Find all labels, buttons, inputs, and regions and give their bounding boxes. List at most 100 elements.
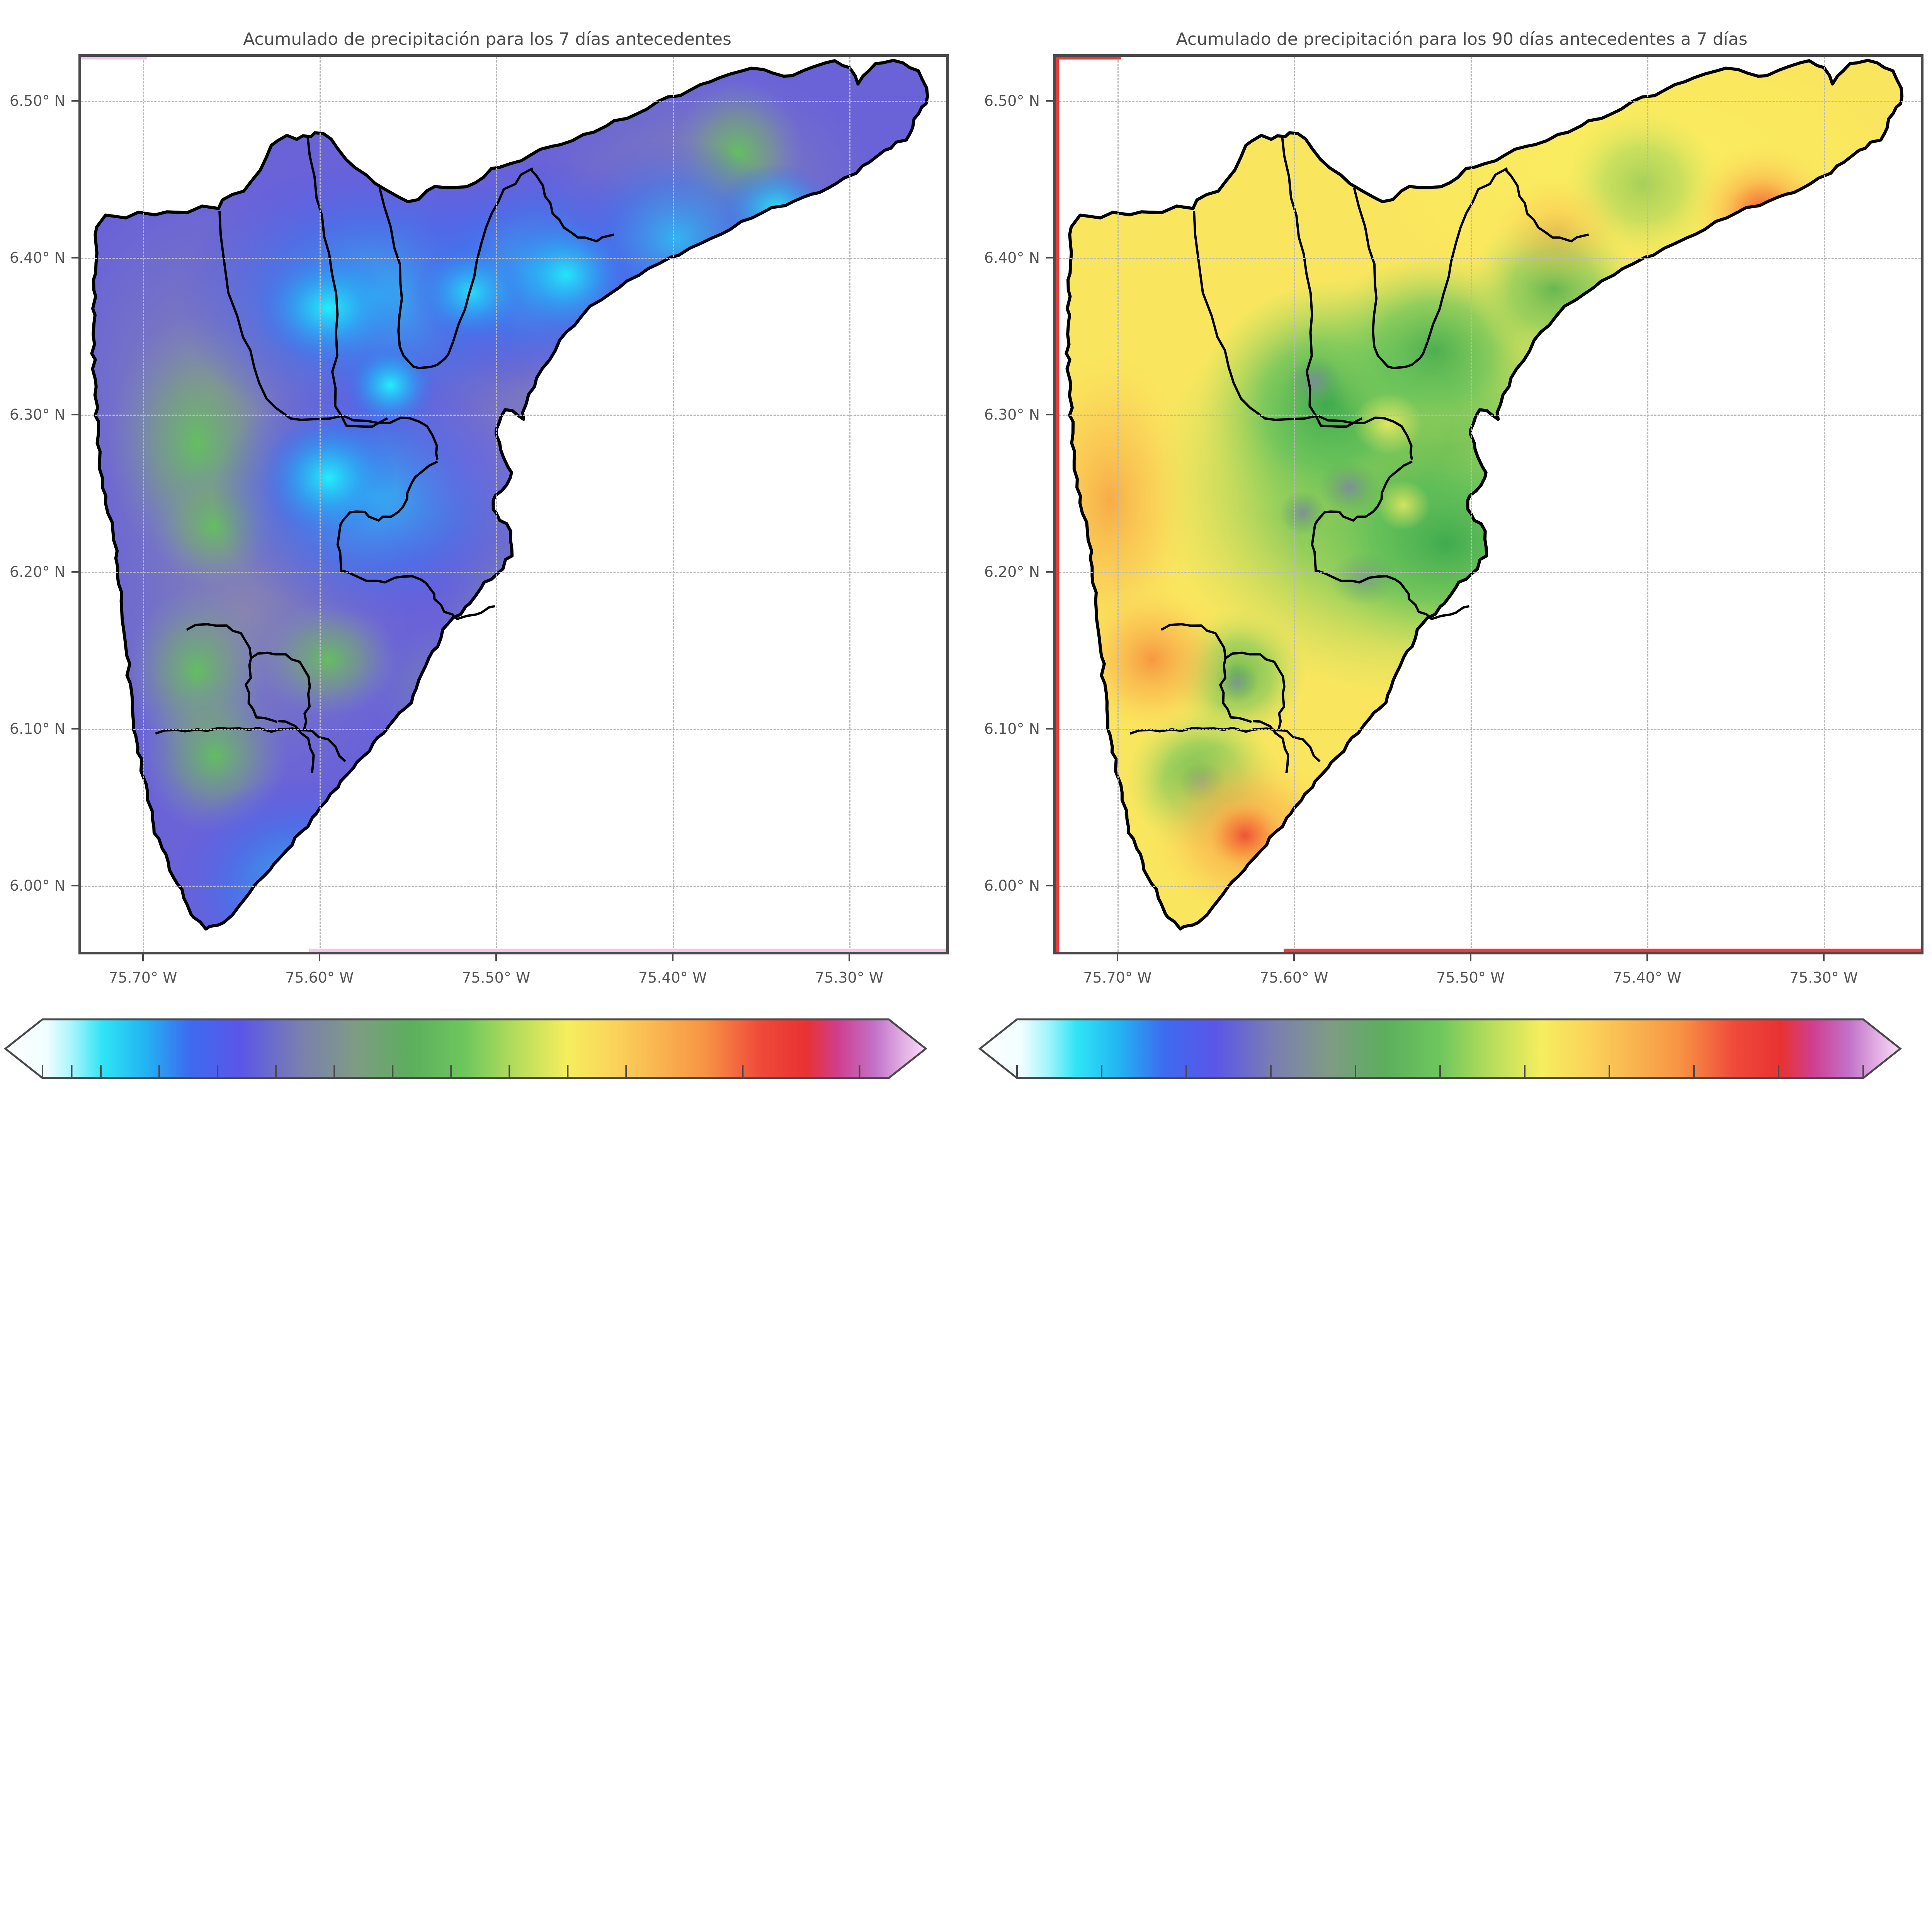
- x-axis-tick: [318, 953, 320, 961]
- precipitation-map-right: [1065, 59, 1904, 931]
- gridline-horizontal: [81, 415, 946, 416]
- y-axis-tick: [71, 414, 80, 416]
- y-axis-tick-label: 6.40° N: [984, 249, 1040, 267]
- map-canvas-left: [81, 57, 946, 952]
- municipality-border: [1193, 211, 1413, 460]
- y-axis-tick: [1046, 571, 1054, 573]
- x-axis-tick: [1116, 953, 1118, 961]
- region-outline-left: [90, 59, 929, 931]
- gridline-horizontal: [81, 571, 946, 573]
- gridline-horizontal: [1056, 729, 1921, 730]
- municipality-border: [342, 570, 495, 620]
- gridline-horizontal: [81, 258, 946, 259]
- edge-artifact-left-top: [81, 57, 147, 60]
- x-axis-tick: [495, 953, 497, 961]
- y-axis-tick-label: 6.00° N: [984, 877, 1040, 895]
- municipality-borders-left: [155, 137, 614, 774]
- y-axis-tick: [1046, 100, 1054, 102]
- map-axes-right[interactable]: [1053, 54, 1923, 954]
- y-axis-tick-label: 6.50° N: [9, 92, 65, 109]
- municipality-border: [306, 137, 388, 428]
- gridline-horizontal: [1056, 886, 1921, 887]
- precip-field-left: [92, 60, 928, 929]
- municipality-border: [1316, 570, 1470, 620]
- x-axis-tick-label: 75.70° W: [109, 969, 177, 986]
- y-axis-tick-label: 6.40° N: [9, 249, 65, 267]
- figure-root: Acumulado de precipitación para los 7 dí…: [0, 0, 1932, 1111]
- y-axis-tick: [71, 571, 80, 573]
- gridline-horizontal: [1056, 415, 1921, 416]
- edge-artifact-right-top: [1056, 57, 1121, 60]
- gridline-vertical: [1647, 57, 1648, 952]
- municipality-border: [278, 720, 315, 774]
- panel-left: Acumulado de precipitación para los 7 dí…: [0, 0, 975, 1111]
- panel-left-title-line1: Acumulado de precipitación para los 7 dí…: [243, 29, 731, 49]
- edge-artifact-left-bottom: [309, 949, 946, 952]
- y-axis-tick-label: 6.30° N: [984, 406, 1040, 423]
- municipality-border: [1160, 623, 1252, 723]
- gridline-vertical: [1470, 57, 1472, 952]
- municipality-border: [1311, 460, 1413, 572]
- y-axis-tick: [71, 728, 80, 730]
- x-axis-tick-label: 75.50° W: [1436, 969, 1505, 986]
- y-axis-tick: [71, 257, 80, 259]
- municipality-border: [1353, 187, 1429, 369]
- y-axis-tick: [1046, 414, 1054, 416]
- x-axis-tick-label: 75.60° W: [285, 969, 354, 986]
- gridline-vertical: [672, 57, 674, 952]
- colorbar-left-gradient: [3, 1018, 928, 1079]
- municipality-border: [218, 211, 439, 460]
- precip-field-right: [1066, 60, 1902, 929]
- x-axis-tick: [848, 953, 850, 961]
- x-axis-tick-label: 75.30° W: [815, 969, 884, 986]
- y-axis-tick: [1046, 728, 1054, 730]
- panel-right-title-line1: Acumulado de precipitación para los 90 d…: [1176, 29, 1748, 49]
- x-axis-tick-label: 75.60° W: [1260, 969, 1328, 986]
- x-axis-tick: [1646, 953, 1648, 961]
- x-axis-tick: [142, 953, 144, 961]
- y-axis-tick-label: 6.00° N: [9, 877, 65, 895]
- gridline-vertical: [143, 57, 144, 952]
- colorbar-right[interactable]: 01002003004005006007008009001000 Acumula…: [975, 1016, 1932, 1111]
- municipality-border: [250, 651, 311, 730]
- municipality-border: [530, 169, 614, 243]
- x-axis-tick-label: 75.30° W: [1789, 969, 1858, 986]
- gridline-vertical: [1117, 57, 1119, 952]
- x-axis-tick-label: 75.70° W: [1083, 969, 1152, 986]
- precipitation-map-left: [90, 59, 929, 931]
- municipality-border: [1225, 651, 1286, 730]
- x-axis-tick-label: 75.50° W: [462, 969, 531, 986]
- y-axis-tick: [71, 100, 80, 102]
- gridline-horizontal: [1056, 571, 1921, 573]
- map-canvas-right: [1056, 57, 1921, 952]
- gridline-vertical: [496, 57, 497, 952]
- y-axis-tick-label: 6.20° N: [9, 563, 65, 580]
- x-axis-tick: [1469, 953, 1471, 961]
- gridline-horizontal: [81, 729, 946, 730]
- y-axis-tick-label: 6.20° N: [984, 563, 1040, 580]
- map-axes-left[interactable]: [78, 54, 949, 954]
- y-axis-tick: [71, 885, 80, 887]
- y-axis-tick: [1046, 257, 1054, 259]
- gridline-vertical: [849, 57, 850, 952]
- x-axis-tick-label: 75.40° W: [638, 969, 707, 986]
- gridline-horizontal: [1056, 100, 1921, 102]
- edge-artifact-right-left: [1056, 57, 1059, 952]
- municipality-border: [186, 623, 277, 723]
- municipality-border: [1504, 169, 1589, 243]
- municipality-border: [1253, 720, 1289, 774]
- municipality-border: [1129, 726, 1321, 762]
- gridline-horizontal: [81, 100, 946, 102]
- y-axis-tick-label: 6.50° N: [984, 92, 1040, 109]
- gridline-vertical: [319, 57, 321, 952]
- y-axis-tick-label: 6.30° N: [9, 406, 65, 423]
- municipality-borders-right: [1129, 137, 1589, 774]
- x-axis-tick: [1823, 953, 1825, 961]
- panel-right: Acumulado de precipitación para los 90 d…: [975, 0, 1932, 1111]
- gridline-vertical: [1823, 57, 1825, 952]
- colorbar-left[interactable]: 01020406080100120140160180200240280 Acum…: [0, 1016, 975, 1111]
- municipality-border: [452, 167, 534, 342]
- x-axis-tick-label: 75.40° W: [1613, 969, 1682, 986]
- y-axis-tick: [1046, 885, 1054, 887]
- x-axis-tick: [672, 953, 673, 961]
